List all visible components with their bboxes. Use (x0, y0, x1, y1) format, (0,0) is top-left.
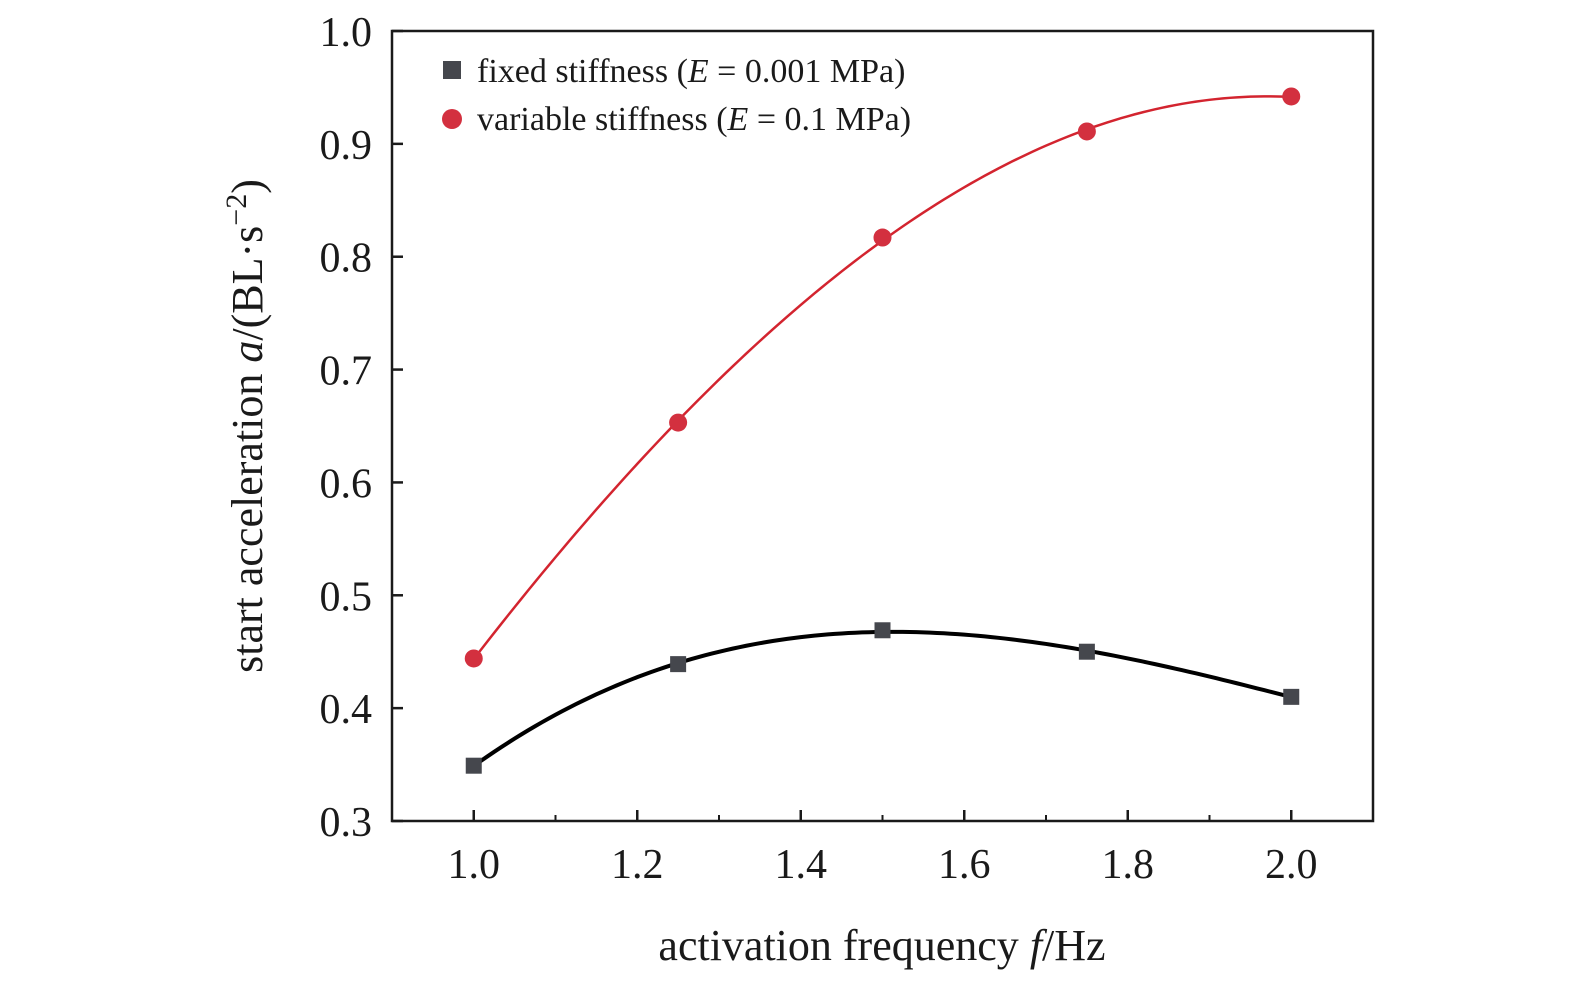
fit-curve-fixed-stiffness (472, 629, 1292, 768)
x-axis-title: activation frequency f/Hz (658, 921, 1105, 970)
x-tick-label: 2.0 (1265, 842, 1318, 888)
data-point-square (465, 757, 482, 774)
x-axis-ticks: 1.0 1.2 1.4 1.6 1.8 2.0 (448, 810, 1318, 888)
legend: fixed stiffness (E = 0.001 MPa) variable… (442, 53, 911, 138)
legend-square-marker (443, 61, 461, 79)
plot-frame (390, 29, 1375, 823)
data-point-square (1078, 643, 1095, 660)
fit-curve-variable-stiffness (472, 95, 1292, 660)
data-point-circle (464, 649, 483, 668)
y-tick-label: 0.7 (320, 349, 373, 395)
x-tick-label: 1.6 (938, 842, 991, 888)
x-tick-label: 1.0 (448, 842, 501, 888)
legend-item-fixed-stiffness: fixed stiffness (E = 0.001 MPa) (443, 53, 905, 90)
legend-label-variable-stiffness: variable stiffness (E = 0.1 MPa) (477, 101, 911, 138)
data-point-square (670, 656, 687, 673)
y-tick-label: 0.8 (320, 236, 373, 282)
data-point-circle (1282, 87, 1301, 106)
data-point-circle (1077, 122, 1096, 141)
y-axis-title: start acceleration a/(BL·s−2) (220, 179, 273, 673)
y-tick-label: 1.0 (320, 10, 373, 56)
legend-item-variable-stiffness: variable stiffness (E = 0.1 MPa) (442, 101, 911, 138)
data-point-square (874, 622, 891, 639)
x-tick-label: 1.4 (775, 842, 828, 888)
legend-label-fixed-stiffness: fixed stiffness (E = 0.001 MPa) (477, 53, 905, 90)
data-point-square (1283, 688, 1300, 705)
data-markers (464, 87, 1301, 774)
y-tick-label: 0.6 (320, 461, 373, 507)
data-point-circle (873, 228, 892, 247)
y-tick-label: 0.3 (320, 800, 373, 846)
data-point-circle (669, 413, 688, 432)
x-tick-label: 1.2 (611, 842, 664, 888)
x-tick-label: 1.8 (1102, 842, 1155, 888)
y-axis-ticks: 0.3 0.4 0.5 0.6 0.7 0.8 0.9 1.0 (320, 10, 403, 846)
y-tick-label: 0.4 (320, 687, 373, 733)
legend-circle-marker (442, 109, 462, 129)
y-tick-label: 0.9 (320, 123, 373, 169)
fit-curves (472, 95, 1292, 768)
y-tick-label: 0.5 (320, 574, 373, 620)
